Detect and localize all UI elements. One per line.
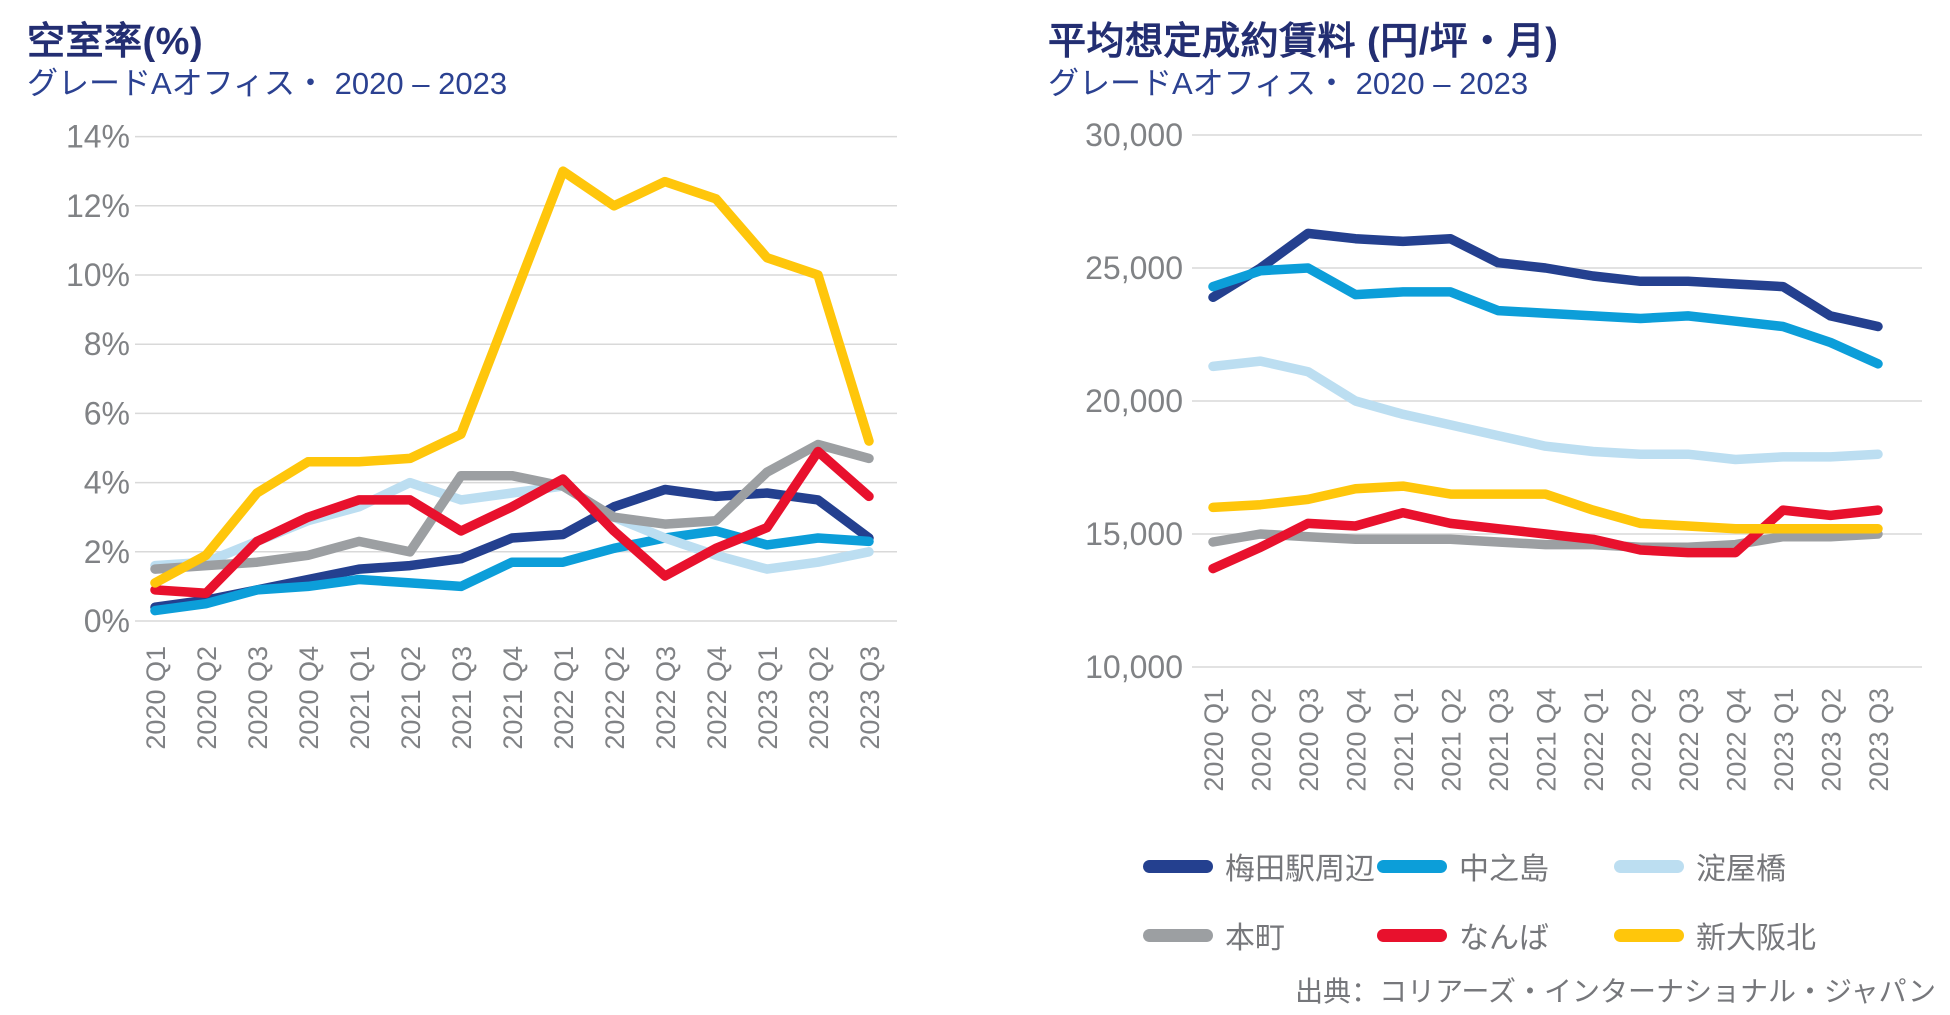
x-tick-label: 2023 Q3 bbox=[855, 646, 885, 750]
y-tick-label: 30,000 bbox=[1085, 117, 1183, 153]
x-tick-label: 2021 Q1 bbox=[345, 646, 375, 750]
y-tick-label: 12% bbox=[66, 188, 130, 224]
legend-marker bbox=[1143, 859, 1213, 873]
legend-item: 梅田駅周辺 bbox=[1143, 845, 1375, 887]
y-tick-label: 20,000 bbox=[1085, 383, 1183, 419]
y-tick-label: 10,000 bbox=[1085, 649, 1183, 685]
x-tick-label: 2023 Q2 bbox=[1817, 688, 1847, 792]
x-tick-label: 2021 Q2 bbox=[396, 646, 426, 750]
x-tick-label: 2020 Q4 bbox=[1342, 688, 1372, 792]
x-tick-label: 2021 Q3 bbox=[447, 646, 477, 750]
x-tick-label: 2020 Q4 bbox=[294, 646, 324, 750]
series-line-中之島 bbox=[1208, 263, 1883, 369]
vacancy-chart-subtitle: グレードAオフィス・ 2020 – 2023 bbox=[27, 66, 508, 101]
y-tick-label: 10% bbox=[66, 257, 130, 293]
series-line-淀屋橋 bbox=[1208, 356, 1883, 465]
series-line-新大阪北 bbox=[150, 166, 874, 588]
x-tick-label: 2022 Q3 bbox=[651, 646, 681, 750]
series-line-なんば bbox=[150, 446, 874, 599]
x-tick-label: 2023 Q1 bbox=[753, 646, 783, 750]
x-tick-label: 2021 Q2 bbox=[1437, 688, 1467, 792]
x-tick-label: 2021 Q4 bbox=[498, 646, 528, 750]
legend-label: なんば bbox=[1459, 922, 1549, 955]
legend-item: 本町 bbox=[1143, 914, 1285, 956]
legend-label: 梅田駅周辺 bbox=[1225, 853, 1375, 886]
y-tick-label: 6% bbox=[84, 395, 130, 431]
x-tick-label: 2022 Q1 bbox=[549, 646, 579, 750]
x-tick-label: 2023 Q3 bbox=[1864, 688, 1894, 792]
x-tick-label: 2022 Q2 bbox=[600, 646, 630, 750]
series-line-本町 bbox=[150, 439, 874, 574]
legend-item: なんば bbox=[1377, 914, 1549, 956]
rent-chart-title: 平均想定成約賃料 (円/坪・月) bbox=[1048, 21, 1559, 63]
rent-chart-subtitle: グレードAオフィス・ 2020 – 2023 bbox=[1048, 66, 1529, 101]
x-tick-label: 2020 Q1 bbox=[141, 646, 171, 750]
series-line-中之島 bbox=[150, 526, 874, 616]
legend-item: 新大阪北 bbox=[1614, 914, 1816, 956]
legend-label: 本町 bbox=[1225, 922, 1285, 955]
y-tick-label: 2% bbox=[84, 534, 130, 570]
y-tick-label: 15,000 bbox=[1085, 516, 1183, 552]
x-tick-label: 2022 Q4 bbox=[1722, 688, 1752, 792]
legend-label: 中之島 bbox=[1459, 853, 1549, 886]
source-note: 出典：コリアーズ・インターナショナル・ジャパン bbox=[1295, 976, 1936, 1007]
x-tick-label: 2021 Q3 bbox=[1484, 688, 1514, 792]
y-tick-label: 8% bbox=[84, 326, 130, 362]
series-line-新大阪北 bbox=[1208, 481, 1883, 534]
y-tick-label: 0% bbox=[84, 603, 130, 639]
legend-marker bbox=[1377, 859, 1447, 873]
y-tick-label: 25,000 bbox=[1085, 250, 1183, 286]
x-tick-label: 2022 Q2 bbox=[1627, 688, 1657, 792]
legend-item: 中之島 bbox=[1377, 845, 1549, 887]
legend-marker bbox=[1614, 928, 1684, 942]
x-tick-label: 2021 Q4 bbox=[1532, 688, 1562, 792]
series-line-本町 bbox=[1208, 529, 1883, 553]
x-tick-label: 2023 Q1 bbox=[1769, 688, 1799, 792]
x-tick-label: 2022 Q4 bbox=[702, 646, 732, 750]
y-tick-label: 14% bbox=[66, 119, 130, 155]
x-tick-label: 2021 Q1 bbox=[1389, 688, 1419, 792]
x-tick-label: 2020 Q3 bbox=[243, 646, 273, 750]
x-tick-label: 2020 Q2 bbox=[1247, 688, 1277, 792]
legend-marker bbox=[1614, 859, 1684, 873]
legend-label: 新大阪北 bbox=[1696, 922, 1816, 955]
x-tick-label: 2020 Q2 bbox=[192, 646, 222, 750]
series-line-梅田駅周辺 bbox=[1208, 228, 1883, 332]
legend-label: 淀屋橋 bbox=[1696, 853, 1786, 886]
y-tick-label: 4% bbox=[84, 465, 130, 501]
legend-item: 淀屋橋 bbox=[1614, 845, 1786, 887]
x-tick-label: 2020 Q3 bbox=[1294, 688, 1324, 792]
x-tick-label: 2022 Q3 bbox=[1674, 688, 1704, 792]
x-tick-label: 2020 Q1 bbox=[1199, 688, 1229, 792]
x-tick-label: 2022 Q1 bbox=[1579, 688, 1609, 792]
vacancy-chart-title: 空室率(%) bbox=[27, 21, 204, 63]
legend-marker bbox=[1377, 928, 1447, 942]
legend-marker bbox=[1143, 928, 1213, 942]
x-tick-label: 2023 Q2 bbox=[804, 646, 834, 750]
